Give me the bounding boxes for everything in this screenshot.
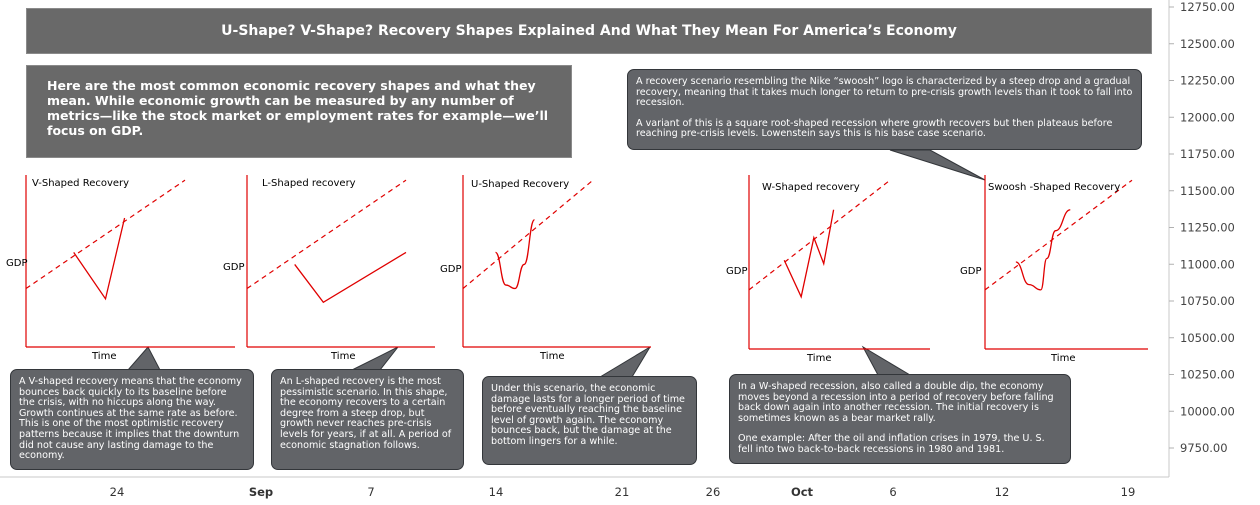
price-tick-label: 10750.00 xyxy=(1180,294,1235,308)
chart-ylabel: GDP xyxy=(960,266,981,277)
trend-line xyxy=(25,179,186,290)
trend-line xyxy=(462,179,594,289)
date-tick-label: Oct xyxy=(791,485,814,499)
price-tick-label: 10500.00 xyxy=(1180,331,1235,345)
chart-xlabel: Time xyxy=(91,351,116,362)
date-tick-label: 7 xyxy=(367,485,374,499)
price-tick-label: 10000.00 xyxy=(1180,404,1235,418)
price-tick-label: 11250.00 xyxy=(1180,221,1235,235)
date-tick-label: 19 xyxy=(1121,485,1136,499)
date-tick-label: 26 xyxy=(706,485,721,499)
note-u-shaped: Under this scenario, the economic damage… xyxy=(482,376,697,465)
chart-title: W-Shaped recovery xyxy=(762,182,860,193)
chart-title: U-Shaped Recovery xyxy=(471,179,569,190)
price-tick-label: 12000.00 xyxy=(1180,110,1235,124)
chart-title: Swoosh -Shaped Recovery xyxy=(988,182,1120,193)
callout-pointer xyxy=(889,149,986,181)
trend-line xyxy=(984,179,1133,291)
price-tick-label: 10250.00 xyxy=(1180,368,1235,382)
recovery-curve xyxy=(1015,209,1071,291)
chart-xlabel: Time xyxy=(539,351,564,362)
note-swoosh-text-2: A variant of this is a square root-shape… xyxy=(636,117,1113,140)
callout-pointer xyxy=(351,346,399,371)
date-tick-label: 21 xyxy=(615,485,630,499)
intro-text-box: Here are the most common economic recove… xyxy=(26,65,572,158)
price-tick-label: 12500.00 xyxy=(1180,37,1235,51)
chart-ylabel: GDP xyxy=(440,264,461,275)
chart-title: V-Shaped Recovery xyxy=(32,178,129,189)
page-title: U-Shape? V-Shape? Recovery Shapes Explai… xyxy=(26,8,1152,54)
callout-pointer xyxy=(598,346,651,378)
chart-xlabel: Time xyxy=(806,353,831,364)
price-tick-label: 12750.00 xyxy=(1180,0,1235,14)
recovery-curve xyxy=(494,219,536,290)
note-u-text: Under this scenario, the economic damage… xyxy=(491,383,685,447)
note-l-shaped: An L-shaped recovery is the most pessimi… xyxy=(271,369,464,470)
note-swoosh-text-1: A recovery scenario resembling the Nike … xyxy=(636,76,1133,109)
callout-pointer xyxy=(861,345,912,376)
price-tick-label: 11500.00 xyxy=(1180,184,1235,198)
recovery-curve xyxy=(73,217,126,301)
price-tick-label: 9750.00 xyxy=(1180,441,1228,455)
note-v-shaped: A V-shaped recovery means that the econo… xyxy=(10,369,254,470)
price-tick-label: 11000.00 xyxy=(1180,257,1235,271)
note-w-shaped: In a W-shaped recession, also called a d… xyxy=(729,374,1071,464)
chart-title: L-Shaped recovery xyxy=(262,178,356,189)
price-tick-label: 12250.00 xyxy=(1180,74,1235,88)
date-tick-label: 6 xyxy=(889,485,896,499)
trend-line xyxy=(246,179,407,290)
chart-xlabel: Time xyxy=(330,351,355,362)
chart-ylabel: GDP xyxy=(223,262,244,273)
recovery-curve xyxy=(783,209,835,299)
recovery-curve xyxy=(294,251,407,304)
date-tick-label: Sep xyxy=(249,485,273,499)
note-v-text: A V-shaped recovery means that the econo… xyxy=(19,376,242,462)
date-tick-label: 24 xyxy=(110,485,125,499)
note-l-text: An L-shaped recovery is the most pessimi… xyxy=(280,376,452,451)
price-tick-label: 11750.00 xyxy=(1180,147,1235,161)
callout-pointer xyxy=(126,346,161,371)
chart-ylabel: GDP xyxy=(726,266,747,277)
chart-xlabel: Time xyxy=(1050,353,1075,364)
date-tick-label: 14 xyxy=(489,485,504,499)
chart-ylabel: GDP xyxy=(6,258,27,269)
trend-line xyxy=(748,179,891,291)
note-swoosh-shaped: A recovery scenario resembling the Nike … xyxy=(627,69,1142,150)
note-w-text-2: One example: After the oil and inflation… xyxy=(738,433,1045,455)
date-tick-label: 12 xyxy=(995,485,1010,499)
note-w-text-1: In a W-shaped recession, also called a d… xyxy=(738,381,1054,424)
